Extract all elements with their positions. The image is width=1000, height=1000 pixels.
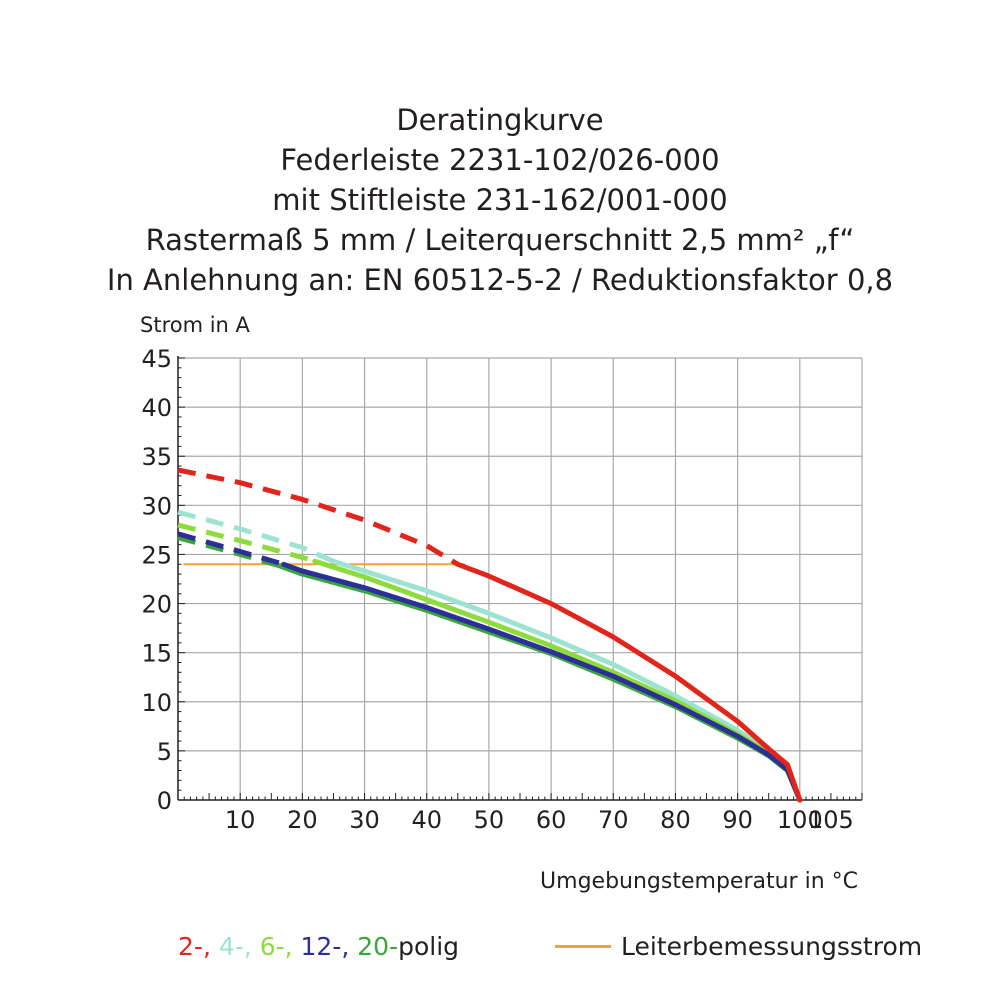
title-line-1: Deratingkurve [396, 103, 604, 137]
x-tick-label-60: 60 [536, 806, 567, 834]
series-6-dashed [177, 522, 316, 564]
y-tick-label-0: 0 [157, 787, 172, 815]
title-line-3: mit Stiftleiste 231-162/001-000 [272, 183, 728, 217]
series-2-line [455, 561, 803, 803]
x-tick-label-20: 20 [287, 806, 318, 834]
x-tick-label-105: 105 [808, 806, 854, 834]
x-tick-label-100: 100 [777, 806, 823, 834]
series-12-dashed [177, 531, 285, 567]
y-tick-label-5: 5 [157, 738, 172, 766]
legend-item-9: polig [398, 932, 460, 961]
y-tick-label-20: 20 [141, 591, 172, 619]
legend-item-0: 2- [178, 932, 203, 961]
y-tick-label-30: 30 [141, 492, 172, 520]
legend-item-8: 20- [357, 932, 399, 961]
series-20-polig-dashed [177, 535, 279, 568]
rated-current-legend: Leiterbemessungsstrom [555, 932, 922, 961]
legend-item-2: 4- [218, 932, 244, 961]
series-legend: 2-, 4-, 6-, 12-, 20-polig [178, 932, 459, 961]
x-tick-label-40: 40 [411, 806, 442, 834]
y-tick-label-35: 35 [141, 443, 172, 471]
legend-item-7: , [341, 932, 358, 961]
series-2-dashed [177, 467, 460, 567]
rated-current-legend-label: Leiterbemessungsstrom [621, 932, 923, 961]
series-12-line [281, 561, 803, 803]
title-line-5: In Anlehnung an: EN 60512-5-2 / Reduktio… [106, 263, 894, 297]
y-tick-label-10: 10 [141, 689, 172, 717]
x-tick-label-50: 50 [474, 806, 505, 834]
x-tick-label-70: 70 [598, 806, 629, 834]
legend-item-3: , [243, 932, 260, 961]
x-tick-label-30: 30 [349, 806, 380, 834]
y-tick-label-40: 40 [141, 394, 172, 422]
series-4-dashed [177, 509, 335, 564]
x-tick-label-10: 10 [225, 806, 256, 834]
x-axis-label: Umgebungstemperatur in °C [540, 869, 858, 894]
series-4-line [331, 558, 803, 803]
legend-item-6: 12- [300, 932, 342, 961]
title-line-4: Rastermaß 5 mm / Leiterquerschnitt 2,5 m… [145, 223, 855, 257]
x-tick-label-90: 90 [722, 806, 753, 834]
x-tick-label-80: 80 [660, 806, 691, 834]
legend-item-5: , [284, 932, 301, 961]
legend-item-1: , [202, 932, 219, 961]
legend-item-4: 6- [259, 932, 285, 961]
y-tick-label-45: 45 [141, 345, 172, 373]
title-line-2: Federleiste 2231-102/026-000 [280, 143, 720, 177]
rated-current-legend-swatch [555, 945, 611, 948]
y-tick-label-15: 15 [141, 640, 172, 668]
y-tick-label-25: 25 [141, 541, 172, 569]
y-axis-label: Strom in A [140, 313, 251, 337]
